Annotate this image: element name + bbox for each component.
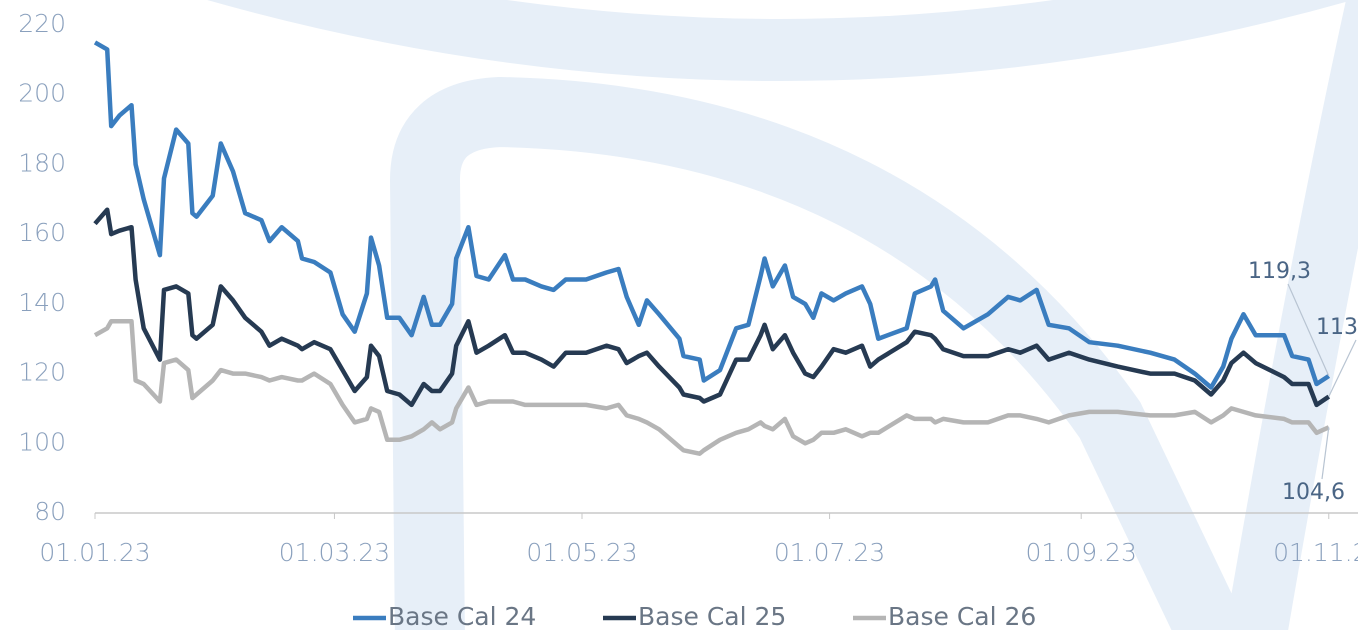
y-tick-label: 80 (34, 497, 66, 526)
x-tick-label: 01.03.23 (279, 538, 390, 567)
end-label: 104,6 (1282, 480, 1345, 505)
legend-label: Base Cal 26 (888, 602, 1036, 630)
end-label: 119,3 (1248, 259, 1311, 284)
x-tick-label: 01.01.23 (39, 538, 150, 567)
y-tick-label: 180 (18, 148, 66, 177)
y-tick-label: 220 (18, 9, 66, 38)
x-tick-label: 01.05.23 (526, 538, 637, 567)
y-tick-label: 100 (18, 427, 66, 456)
series-line (95, 42, 1329, 387)
y-tick-label: 120 (18, 358, 66, 387)
end-label: 113,4 (1316, 315, 1358, 340)
chart: 80 100 120 140 160 180 200 220 01.01.23 01.03.23 0… (0, 0, 1358, 630)
legend-label: Base Cal 25 (638, 602, 786, 630)
legend-label: Base Cal 24 (388, 602, 536, 630)
leader-line (1322, 427, 1329, 479)
y-tick-label: 160 (18, 218, 66, 247)
x-tick-label: 01.09.23 (1026, 538, 1137, 567)
x-tick-label: 01.11.23 (1273, 538, 1358, 567)
y-tick-label: 140 (18, 288, 66, 317)
y-tick-label: 200 (18, 79, 66, 108)
watermark-arc (215, 0, 1345, 50)
x-tick-label: 01.07.23 (774, 538, 885, 567)
